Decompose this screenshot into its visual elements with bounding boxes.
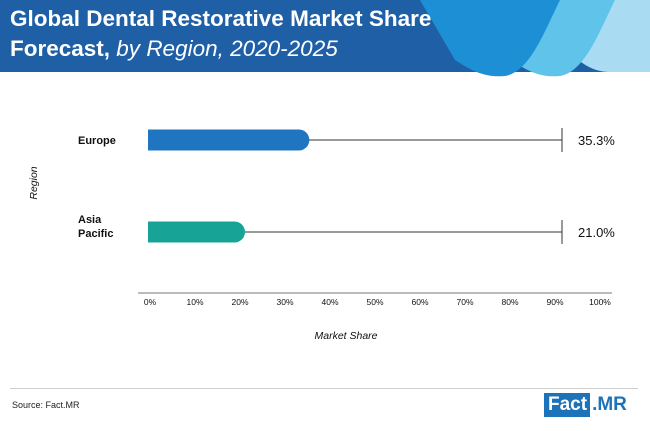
category-label: Asia Pacific <box>78 214 113 240</box>
logo-fact: Fact <box>544 393 591 417</box>
chart-title-italic: by Region, 2020-2025 <box>110 36 338 61</box>
category-label: Europe <box>78 135 116 147</box>
chart-title-bold: Forecast, <box>10 36 111 61</box>
footer-divider <box>10 388 638 389</box>
header-background <box>0 0 650 77</box>
x-tick-label: 20% <box>231 297 248 307</box>
x-tick-label: 50% <box>366 297 383 307</box>
category-label-part: Asia <box>78 214 102 226</box>
x-tick-label: 60% <box>411 297 428 307</box>
x-tick-label: 40% <box>321 297 338 307</box>
chart-title-line-1: Global Dental Restorative Market Share <box>10 6 432 31</box>
x-tick-label: 70% <box>456 297 473 307</box>
x-tick-label: 30% <box>276 297 293 307</box>
chart-title-line-2: Forecast, by Region, 2020-2025 <box>10 36 338 62</box>
category-label-part: Pacific <box>78 228 113 240</box>
factmr-logo: Fact .MR <box>544 393 629 417</box>
x-tick-label: 0% <box>144 297 157 307</box>
data-label: 35.3% <box>578 133 615 148</box>
logo-mr: .MR <box>592 394 627 415</box>
x-tick-label: 90% <box>546 297 563 307</box>
x-tick-label: 100% <box>589 297 611 307</box>
plot-area: 35.3% Europe 21.0% Asia Pacific 0% 10% 20% 30% 40… <box>28 128 615 342</box>
x-axis-title: Market Share <box>314 330 377 342</box>
header-banner: Global Dental Restorative Market Share F… <box>0 0 650 80</box>
bar-asia-pacific <box>148 221 245 243</box>
data-label: 21.0% <box>578 225 615 240</box>
bar-europe <box>148 129 310 151</box>
y-axis-title: Region <box>28 166 40 199</box>
header-wave-mid <box>420 0 560 77</box>
source-note: Source: Fact.MR <box>12 400 80 410</box>
x-tick-label: 80% <box>501 297 518 307</box>
x-tick-label: 10% <box>186 297 203 307</box>
